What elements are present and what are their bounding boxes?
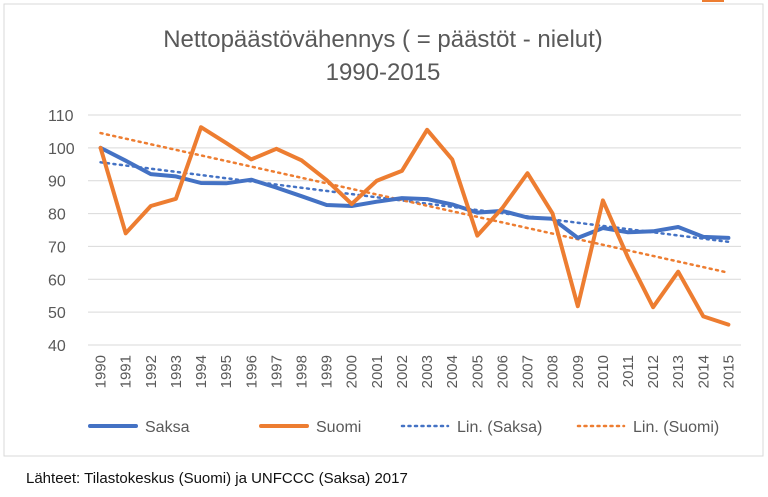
corner-accent-mark [702,0,724,2]
legend-label: Lin. (Saksa) [457,419,542,436]
x-tick-label: 2015 [720,355,737,388]
x-tick-label: 2011 [620,355,637,387]
x-axis: 1990 1991 1992 1993 1994 1995 1996 1997 1998 1999… [93,355,738,388]
x-tick-label: 2000 [344,355,361,388]
legend-label: Lin. (Suomi) [633,419,719,436]
y-tick-label: 60 [48,272,66,289]
x-tick-label: 1999 [319,355,336,388]
y-tick-label: 110 [48,108,74,125]
x-tick-label: 2006 [494,355,511,388]
legend: Saksa Suomi Lin. (Saksa) Lin. (Suomi) [88,419,719,436]
x-tick-label: 1995 [218,355,235,388]
series-line-saksa [98,145,731,240]
y-tick-label: 40 [48,338,66,355]
x-tick-label: 2009 [570,355,587,388]
x-tick-label: 1993 [168,355,185,388]
chart-title: Nettopäästövähennys ( = päästöt - nielut… [163,26,603,53]
x-tick-label: 2007 [520,355,537,388]
series-layer [98,125,731,327]
source-note: Lähteet: Tilastokeskus (Suomi) ja UNFCCC… [26,470,408,487]
x-tick-label: 1992 [143,355,160,388]
x-tick-label: 1990 [93,355,110,388]
x-tick-label: 2003 [419,355,436,388]
chart-subtitle: 1990-2015 [326,59,441,86]
x-tick-label: 2002 [394,355,411,388]
x-tick-label: 2004 [444,355,461,388]
x-tick-label: 1991 [118,355,135,388]
x-tick-label: 1997 [268,355,285,388]
series-line-suomi [98,125,731,327]
y-tick-label: 70 [48,239,66,256]
x-tick-label: 1994 [193,355,210,388]
x-tick-label: 2001 [369,355,386,388]
y-tick-label: 80 [48,207,66,224]
x-tick-label: 2010 [595,355,612,388]
y-tick-label: 90 [48,174,66,191]
x-tick-label: 2012 [645,355,662,388]
trendline-linsaksa [99,161,730,244]
y-tick-label: 50 [48,305,66,322]
x-tick-label: 2013 [670,355,687,388]
y-tick-label: 100 [48,141,75,158]
grid [88,114,741,346]
x-tick-label: 1996 [243,355,260,388]
x-tick-label: 2005 [469,355,486,388]
x-tick-label: 2014 [695,355,712,388]
x-tick-label: 1998 [293,355,310,388]
legend-label: Saksa [145,419,190,436]
y-axis: 40 50 60 70 80 90 100 110 [48,108,75,355]
legend-label: Suomi [316,419,361,436]
x-tick-label: 2008 [545,355,562,388]
